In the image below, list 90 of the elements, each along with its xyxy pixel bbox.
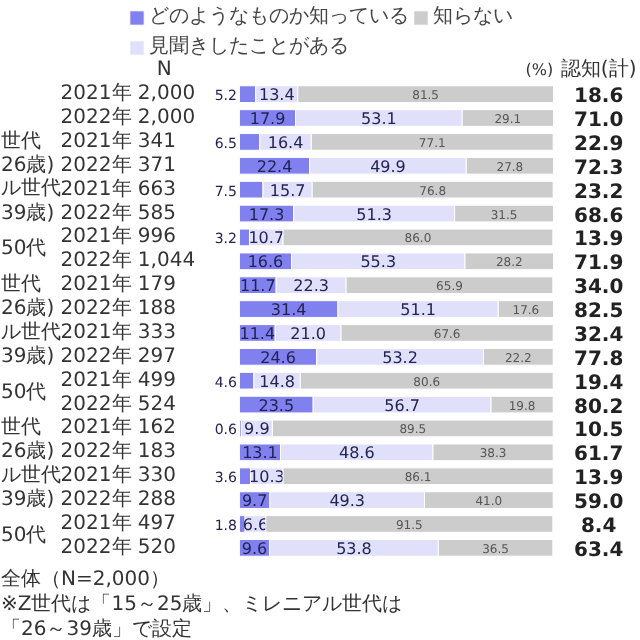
text: 32.4 xyxy=(573,324,624,347)
text: 34.0 xyxy=(573,277,624,300)
y-tick-label: 2022年 188 xyxy=(60,296,177,321)
data-label: 10.7 xyxy=(248,229,285,248)
text: N xyxy=(156,59,172,82)
y-tick-label: 2022年 2,000 xyxy=(60,105,196,130)
text: 71.9 xyxy=(573,253,624,276)
data-label: 17.3 xyxy=(248,205,285,224)
text: 80.2 xyxy=(573,396,624,419)
y-tick-label: 2021年 663 xyxy=(60,176,177,201)
text: 63.4 xyxy=(573,539,624,562)
data-label: 24.6 xyxy=(260,348,296,367)
text: 50代 xyxy=(1,238,47,261)
text: 68.6 xyxy=(573,205,624,228)
legend-label: 知らない xyxy=(433,4,513,30)
data-label: 51.3 xyxy=(356,205,392,224)
data-label: 17.9 xyxy=(249,110,286,129)
text: 59.0 xyxy=(573,492,624,515)
y-tick-label: 2022年 371 xyxy=(60,152,177,177)
data-label: 56.7 xyxy=(384,396,420,415)
text: 72.3 xyxy=(573,157,624,180)
y-tick-label: 2022年 585 xyxy=(60,200,177,225)
text: 13.9 xyxy=(573,468,624,491)
y-tick-label: 2022年 288 xyxy=(60,487,177,512)
text: 50代 xyxy=(1,524,47,547)
data-label: 11.4 xyxy=(239,324,276,343)
text: 8.4 xyxy=(580,515,617,538)
data-label: 22.3 xyxy=(293,277,329,296)
data-label: 53.8 xyxy=(336,539,372,558)
y-tick-label: 2022年 520 xyxy=(60,534,177,559)
y-tick-label: 2022年 524 xyxy=(60,391,177,416)
data-label: 55.3 xyxy=(360,253,397,272)
text: (%) xyxy=(525,61,554,80)
text: 71.0 xyxy=(573,110,624,133)
data-label: 15.7 xyxy=(269,181,306,200)
data-label: 9.7 xyxy=(241,492,268,511)
text: 50代 xyxy=(1,381,47,404)
y-tick-label: 2021年 330 xyxy=(60,463,177,488)
y-tick-label: 2021年 499 xyxy=(60,367,177,392)
text: 認知(計) xyxy=(560,57,637,82)
text: 23.2 xyxy=(573,181,624,204)
y-tick-label: 2021年 2,000 xyxy=(60,81,196,106)
data-label: 31.4 xyxy=(270,301,307,320)
text: 全体（N=2,000） xyxy=(1,567,170,592)
y-tick-label: 2021年 341 xyxy=(60,128,177,153)
y-tick-label: 2021年 996 xyxy=(60,224,177,249)
y-tick-label: 2021年 497 xyxy=(60,510,177,535)
y-tick-label: 2021年 162 xyxy=(60,415,177,440)
text: 「26～39歳」で設定 xyxy=(1,617,192,640)
data-label: 13.1 xyxy=(242,444,278,463)
data-label: 23.5 xyxy=(258,396,295,415)
text: ※Z世代は「15～25歳」、ミレニアル世代は xyxy=(1,592,403,617)
data-label: 49.9 xyxy=(370,157,406,176)
data-label: 10.3 xyxy=(249,468,285,487)
y-tick-label: 2022年 297 xyxy=(60,343,177,368)
text: 61.7 xyxy=(573,444,624,467)
text: 世代 26歳) xyxy=(1,415,55,464)
text: 18.6 xyxy=(573,86,624,109)
data-label: 53.1 xyxy=(361,110,397,129)
y-tick-label: 2022年 1,044 xyxy=(60,248,196,273)
data-label: 14.8 xyxy=(259,372,295,391)
y-tick-label: 2021年 179 xyxy=(60,272,177,297)
data-label: 53.2 xyxy=(382,348,418,367)
y-tick-label: 2022年 183 xyxy=(60,439,177,464)
text: ル世代 39歳) xyxy=(1,463,61,512)
text: 82.5 xyxy=(573,301,624,324)
data-label: 51.1 xyxy=(400,301,436,320)
data-label: 16.6 xyxy=(247,253,284,272)
data-label: 49.3 xyxy=(329,492,366,511)
text: ル世代 39歳) xyxy=(1,319,61,368)
text: 世代 26歳) xyxy=(1,272,55,321)
text: ル世代 39歳) xyxy=(1,176,61,225)
data-label: 6.6 xyxy=(242,515,269,534)
data-label: 22.4 xyxy=(256,157,293,176)
text: 19.4 xyxy=(573,372,624,395)
data-label: 48.6 xyxy=(338,444,375,463)
text: 77.8 xyxy=(573,348,624,371)
data-label: 9.9 xyxy=(244,420,270,439)
text: 13.9 xyxy=(573,229,624,252)
y-tick-label: 2021年 333 xyxy=(60,319,177,344)
data-label: 11.7 xyxy=(239,277,276,296)
legend-label: どのようなものか知っている xyxy=(149,4,409,30)
data-label: 9.6 xyxy=(241,539,268,558)
text: 10.5 xyxy=(573,420,624,443)
data-label: 21.0 xyxy=(290,324,326,343)
legend-label: 見聞きしたことがある xyxy=(149,34,349,60)
text: 世代 26歳) xyxy=(1,128,55,177)
data-label: 16.4 xyxy=(267,133,304,152)
data-label: 13.4 xyxy=(258,86,295,105)
text: 22.9 xyxy=(573,133,624,156)
